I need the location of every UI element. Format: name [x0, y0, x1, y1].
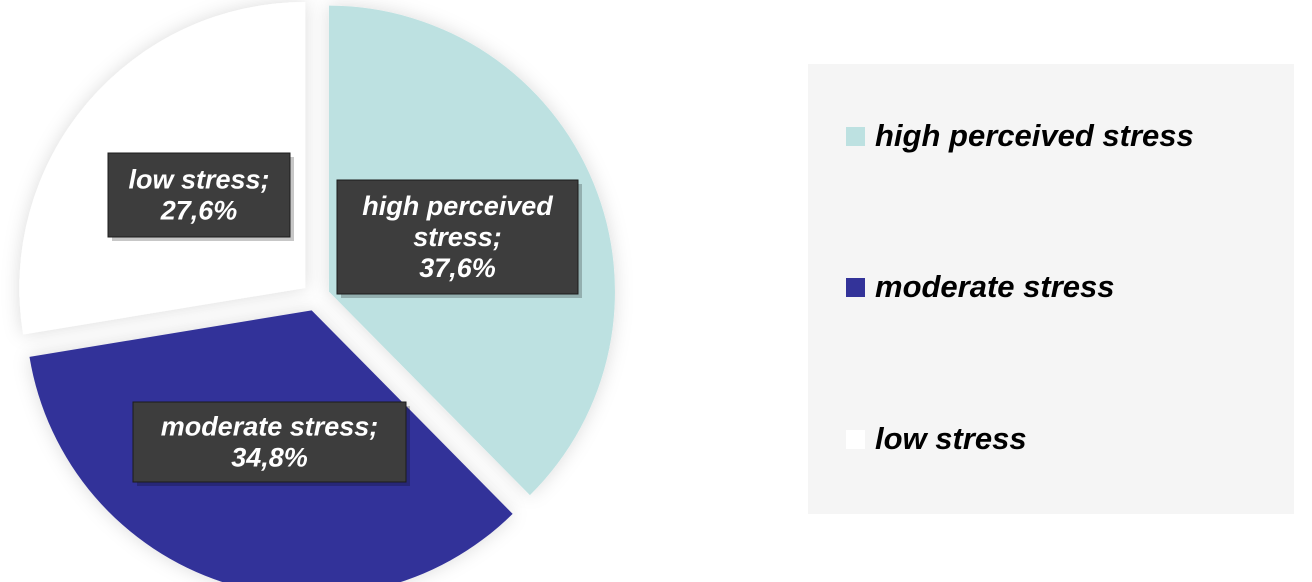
legend-item-low-stress: low stress	[846, 419, 1027, 459]
data-label-text: 37,6%	[419, 253, 496, 283]
legend-label-high-perceived-stress: high perceived stress	[875, 118, 1194, 153]
data-label-text: high perceived	[362, 191, 553, 221]
data-label-low-stress: low stress;27,6%	[107, 152, 294, 241]
legend-swatch-low-stress	[846, 429, 865, 449]
data-label-box	[336, 179, 579, 295]
data-label-box	[132, 401, 407, 483]
legend-item-moderate-stress: moderate stress	[846, 267, 1115, 307]
data-label-text: low stress;	[128, 165, 269, 195]
data-label-box	[107, 152, 291, 238]
data-label-moderate-stress: moderate stress;34,8%	[132, 401, 410, 486]
data-label-text: stress;	[413, 222, 502, 252]
legend-item-high-perceived-stress: high perceived stress	[846, 116, 1194, 156]
chart-legend: high perceived stress moderate stress lo…	[808, 64, 1294, 514]
legend-label-low-stress: low stress	[875, 421, 1027, 456]
data-label-text: moderate stress;	[161, 412, 379, 442]
legend-label-moderate-stress: moderate stress	[875, 269, 1115, 304]
legend-swatch-moderate-stress	[846, 277, 865, 297]
data-label-text: 27,6%	[160, 196, 238, 226]
legend-swatch-high-perceived-stress	[846, 126, 865, 146]
data-label-text: 34,8%	[231, 443, 308, 473]
